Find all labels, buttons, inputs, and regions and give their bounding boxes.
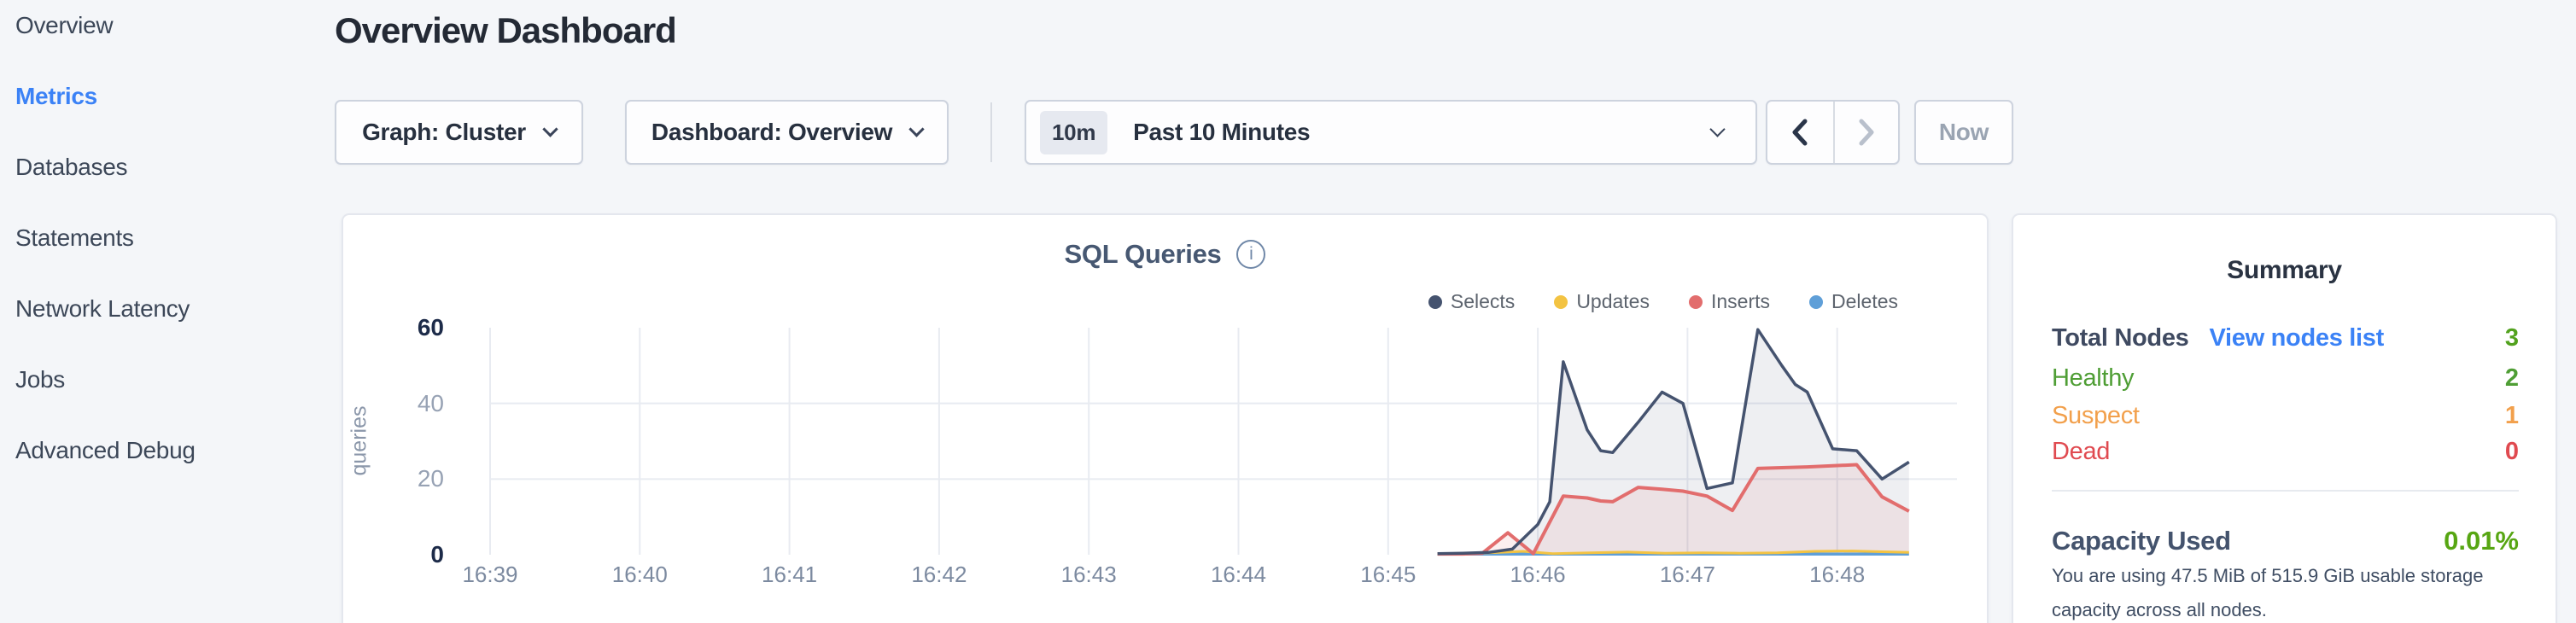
summary-title: Summary bbox=[2227, 256, 2342, 284]
time-range-badge: 10m bbox=[1040, 110, 1108, 154]
dead-nodes-row: Dead 0 bbox=[2052, 438, 2519, 466]
series-fill-selects bbox=[1437, 329, 1909, 555]
suspect-label: Suspect bbox=[2052, 402, 2140, 429]
time-step-back-button[interactable] bbox=[1767, 102, 1833, 163]
x-axis-tick-1643: 16:43 bbox=[1060, 562, 1117, 587]
graph-scope-dropdown[interactable]: Graph: Cluster bbox=[335, 100, 583, 165]
dashboard-label: Dashboard: Overview bbox=[651, 119, 893, 145]
x-axis-tick-1639: 16:39 bbox=[462, 562, 518, 587]
sidebar-item-advanced-debug[interactable]: Advanced Debug bbox=[15, 437, 196, 463]
series-fill-inserts bbox=[1437, 464, 1909, 555]
total-nodes-label: Total Nodes bbox=[2052, 324, 2189, 352]
x-axis-tick-1645: 16:45 bbox=[1360, 562, 1417, 587]
chevron-down-icon bbox=[908, 121, 925, 137]
legend-label: Updates bbox=[1576, 290, 1650, 312]
y-axis-tick-40: 40 bbox=[417, 389, 444, 416]
legend-label: Deletes bbox=[1831, 290, 1898, 312]
legend-dot-deletes bbox=[1809, 294, 1824, 309]
summary-card bbox=[2012, 213, 2557, 623]
series-line-selects bbox=[1437, 328, 1910, 556]
capacity-used-row: Capacity Used 0.01% bbox=[2052, 526, 2519, 556]
time-step-forward-button[interactable] bbox=[1832, 102, 1899, 163]
graph-scope-label: Graph: Cluster bbox=[362, 119, 526, 145]
sidebar-item-statements[interactable]: Statements bbox=[15, 224, 134, 251]
sidebar-item-metrics[interactable]: Metrics bbox=[15, 83, 97, 109]
chart-title: SQL Queries bbox=[1064, 239, 1222, 269]
legend-item-deletes[interactable]: Deletes bbox=[1809, 290, 1898, 313]
legend-dot-selects bbox=[1428, 294, 1442, 309]
suspect-value: 1 bbox=[2504, 402, 2519, 429]
info-icon[interactable]: i bbox=[1236, 240, 1266, 269]
suspect-nodes-row: Suspect 1 bbox=[2052, 402, 2519, 430]
legend-item-inserts[interactable]: Inserts bbox=[1688, 290, 1771, 313]
sidebar-item-databases[interactable]: Databases bbox=[15, 154, 128, 180]
legend-item-updates[interactable]: Updates bbox=[1554, 290, 1650, 313]
x-axis-tick-1646: 16:46 bbox=[1510, 562, 1566, 587]
chart-legend: Selects Updates Inserts Deletes bbox=[1428, 290, 1898, 313]
series-line-updates bbox=[1437, 550, 1909, 556]
x-axis-tick-1641: 16:41 bbox=[762, 562, 818, 587]
now-button[interactable]: Now bbox=[1914, 100, 2013, 165]
dead-label: Dead bbox=[2052, 438, 2111, 465]
y-axis-tick-0: 0 bbox=[430, 541, 444, 568]
healthy-value: 2 bbox=[2504, 364, 2519, 392]
y-axis-tick-60: 60 bbox=[417, 314, 444, 341]
healthy-label: Healthy bbox=[2052, 364, 2135, 392]
chevron-down-icon bbox=[1709, 121, 1726, 137]
x-axis-tick-1648: 16:48 bbox=[1809, 562, 1866, 587]
sql-queries-chart-card: SQL Queries i Selects Updates Inserts Delet… bbox=[342, 213, 1989, 623]
total-nodes-row: Total Nodes View nodes list 3 bbox=[2052, 324, 2519, 352]
series-line-inserts bbox=[1437, 463, 1910, 556]
chevron-left-icon bbox=[1792, 119, 1808, 146]
chevron-right-icon bbox=[1859, 119, 1874, 146]
x-axis-tick-1640: 16:40 bbox=[611, 562, 668, 587]
total-nodes-value: 3 bbox=[2504, 324, 2519, 352]
legend-item-selects[interactable]: Selects bbox=[1428, 290, 1515, 313]
x-axis-tick-1644: 16:44 bbox=[1210, 562, 1267, 587]
view-nodes-list-link[interactable]: View nodes list bbox=[2209, 324, 2385, 352]
sidebar-nav: Overview Metrics Databases Statements Networ… bbox=[0, 0, 324, 623]
time-step-button-group bbox=[1766, 100, 1900, 165]
dead-value: 0 bbox=[2504, 438, 2519, 465]
sidebar-item-overview[interactable]: Overview bbox=[15, 12, 114, 38]
chevron-down-icon bbox=[542, 121, 558, 137]
sidebar-item-network-latency[interactable]: Network Latency bbox=[15, 295, 190, 322]
time-range-dropdown[interactable]: 10m Past 10 Minutes bbox=[1025, 100, 1757, 165]
capacity-used-value: 0.01% bbox=[2444, 526, 2519, 556]
y-axis-tick-20: 20 bbox=[417, 465, 444, 492]
healthy-nodes-row: Healthy 2 bbox=[2052, 364, 2519, 393]
legend-dot-inserts bbox=[1688, 294, 1703, 309]
sql-queries-chart[interactable] bbox=[343, 215, 1990, 623]
capacity-used-label: Capacity Used bbox=[2052, 526, 2231, 556]
legend-label: Inserts bbox=[1710, 290, 1771, 312]
capacity-description: You are using 47.5 MiB of 515.9 GiB usab… bbox=[2052, 565, 2484, 620]
legend-label: Selects bbox=[1450, 290, 1516, 312]
dashboard-dropdown[interactable]: Dashboard: Overview bbox=[625, 100, 949, 165]
x-axis-tick-1642: 16:42 bbox=[911, 562, 967, 587]
time-range-label: Past 10 Minutes bbox=[1133, 119, 1311, 145]
controls-divider bbox=[990, 102, 992, 162]
summary-divider bbox=[2052, 490, 2519, 492]
legend-dot-updates bbox=[1554, 294, 1568, 309]
x-axis-tick-1647: 16:47 bbox=[1659, 562, 1715, 587]
sidebar-item-jobs[interactable]: Jobs bbox=[15, 366, 65, 393]
page-title: Overview Dashboard bbox=[335, 10, 677, 50]
